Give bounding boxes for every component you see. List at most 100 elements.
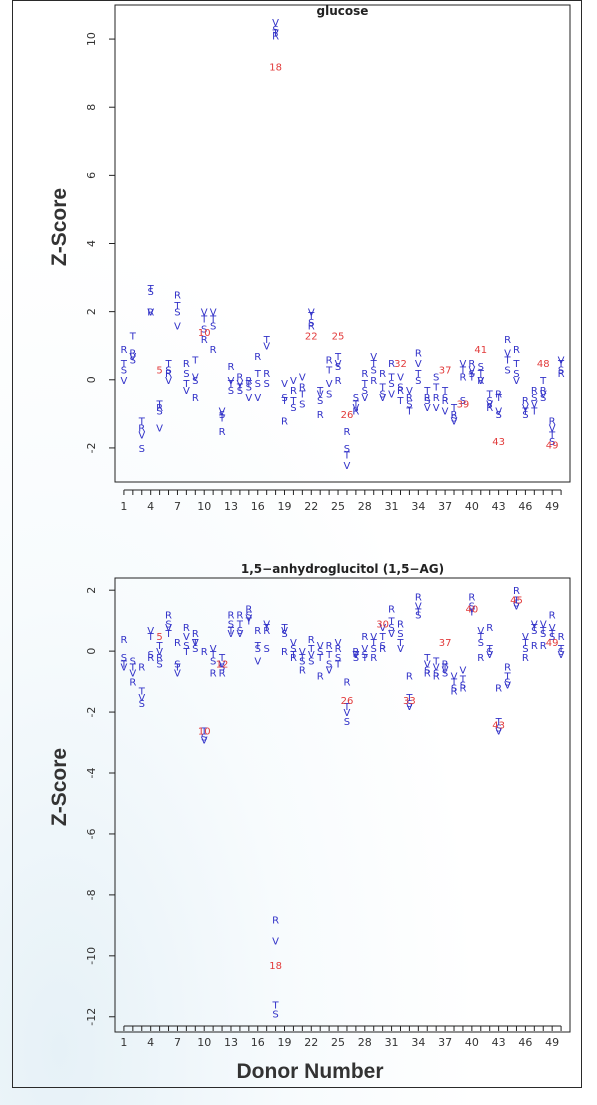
- data-point: V: [433, 403, 440, 414]
- data-point: V: [236, 629, 243, 640]
- data-point: V: [147, 308, 154, 319]
- data-point: T: [432, 656, 440, 667]
- outlier-label: 37: [439, 638, 452, 649]
- data-point: T: [423, 386, 431, 397]
- data-point: R: [219, 427, 226, 438]
- data-point: T: [334, 659, 342, 670]
- data-point: S: [495, 410, 501, 421]
- data-point: R: [424, 668, 431, 679]
- data-point: T: [388, 617, 396, 628]
- data-point: S: [406, 699, 412, 710]
- data-point: V: [156, 647, 163, 658]
- data-point: T: [120, 359, 128, 370]
- data-point: T: [557, 359, 565, 370]
- data-point: T: [396, 396, 404, 407]
- data-point: S: [388, 623, 394, 634]
- data-point: T: [521, 406, 529, 417]
- data-point: T: [414, 608, 422, 619]
- data-point: V: [299, 372, 306, 383]
- data-point: S: [228, 620, 234, 631]
- y-tick-label: 0: [85, 648, 98, 655]
- data-point: R: [254, 626, 261, 637]
- outlier-label: 33: [403, 696, 416, 707]
- data-point: V: [442, 406, 449, 417]
- data-point: R: [317, 672, 324, 683]
- x-tick-label: 13: [224, 1036, 238, 1049]
- y-tick-label: -2: [85, 707, 98, 718]
- data-point: T: [191, 355, 199, 366]
- data-point: V: [344, 708, 351, 719]
- data-point: R: [486, 623, 493, 634]
- data-point: V: [236, 379, 243, 390]
- data-point: V: [531, 620, 538, 631]
- data-point: S: [139, 699, 145, 710]
- data-point: R: [406, 393, 413, 404]
- data-point: S: [442, 393, 448, 404]
- x-tick-label: 7: [174, 1036, 181, 1049]
- data-point: S: [130, 355, 136, 366]
- data-point: S: [433, 372, 439, 383]
- x-tick-label: 28: [358, 1036, 372, 1049]
- data-point: S: [478, 362, 484, 373]
- outlier-label: 32: [394, 359, 407, 370]
- data-point: R: [236, 372, 243, 383]
- data-point: T: [156, 400, 164, 411]
- outlier-label: 40: [465, 604, 478, 615]
- data-point: R: [477, 376, 484, 387]
- x-tick-label: 4: [147, 500, 154, 513]
- data-point: S: [540, 629, 546, 640]
- data-point: T: [370, 638, 378, 649]
- data-point: T: [209, 650, 217, 661]
- data-point: R: [272, 915, 279, 926]
- data-point: R: [272, 32, 279, 43]
- x-tick-label: 46: [518, 500, 532, 513]
- outlier-label: 26: [341, 410, 354, 421]
- data-point: V: [433, 662, 440, 673]
- data-point: V: [495, 726, 502, 737]
- data-point: T: [129, 331, 137, 342]
- data-point: S: [362, 650, 368, 661]
- data-point: V: [156, 423, 163, 434]
- data-point: S: [290, 403, 296, 414]
- data-point: R: [415, 349, 422, 360]
- data-point: V: [210, 308, 217, 319]
- data-point: S: [139, 444, 145, 455]
- data-point: S: [201, 732, 207, 743]
- data-point: V: [451, 417, 458, 428]
- data-point: R: [504, 335, 511, 346]
- data-point: T: [539, 376, 547, 387]
- data-point: S: [335, 653, 341, 664]
- data-point: V: [138, 430, 145, 441]
- data-point: R: [228, 611, 235, 622]
- data-point: V: [290, 376, 297, 387]
- outlier-label: 26: [341, 696, 354, 707]
- data-point: R: [236, 611, 243, 622]
- data-point: R: [245, 604, 252, 615]
- x-tick-label: 13: [224, 500, 238, 513]
- data-point: T: [245, 617, 253, 628]
- data-point: V: [495, 406, 502, 417]
- data-point: T: [548, 430, 556, 441]
- x-tick-label: 19: [278, 500, 292, 513]
- data-point: T: [441, 386, 449, 397]
- figure-frame: [12, 0, 582, 1088]
- y-tick-label: -12: [85, 1008, 98, 1026]
- data-point: T: [530, 406, 538, 417]
- data-point: T: [245, 379, 253, 390]
- data-point: S: [290, 644, 296, 655]
- data-point: T: [272, 28, 280, 39]
- data-point: V: [317, 389, 324, 400]
- data-point: V: [486, 650, 493, 661]
- y-axis-label-bottom: Z-Score: [48, 747, 71, 827]
- data-point: R: [379, 369, 386, 380]
- data-point: T: [254, 369, 262, 380]
- data-point: V: [442, 665, 449, 676]
- data-point: V: [129, 668, 136, 679]
- data-point: V: [326, 665, 333, 676]
- data-point: V: [210, 644, 217, 655]
- data-point: S: [397, 629, 403, 640]
- data-point: T: [129, 662, 137, 673]
- data-point: T: [477, 632, 485, 643]
- data-point: T: [548, 629, 556, 640]
